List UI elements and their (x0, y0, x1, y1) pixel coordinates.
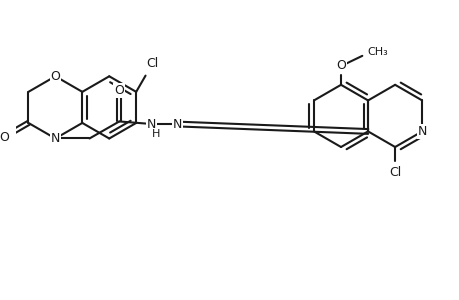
Text: Cl: Cl (388, 166, 400, 179)
Text: N: N (416, 125, 426, 138)
Text: O: O (50, 70, 60, 83)
Text: N: N (147, 118, 156, 130)
Text: O: O (0, 130, 9, 143)
Text: H: H (151, 129, 160, 139)
Text: CH₃: CH₃ (366, 46, 387, 57)
Text: O: O (114, 84, 124, 97)
Text: N: N (50, 132, 60, 145)
Text: O: O (336, 59, 345, 72)
Text: Cl: Cl (146, 57, 158, 70)
Text: N: N (172, 118, 181, 130)
